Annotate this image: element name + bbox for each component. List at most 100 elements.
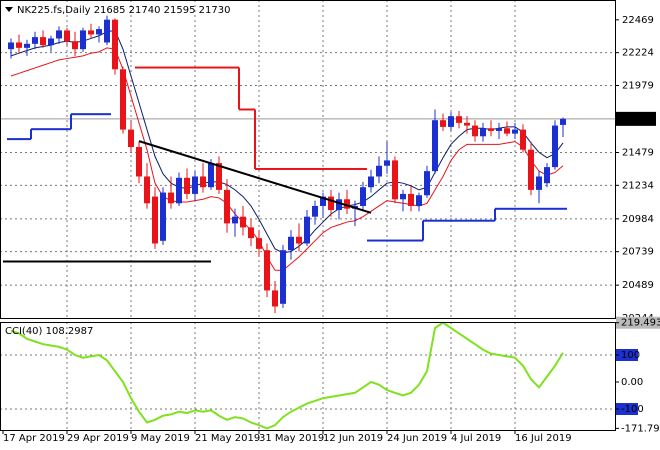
panel-border <box>0 322 616 431</box>
candle-body <box>336 199 342 210</box>
y-tick-label: 21730 <box>622 114 654 125</box>
x-tick-label: 12 Jun 2019 <box>323 433 383 444</box>
panel-border <box>0 0 616 319</box>
candle-body <box>472 125 478 137</box>
candle-body <box>152 196 158 244</box>
candle-body <box>280 250 286 304</box>
candle-body <box>176 177 182 204</box>
candle-body <box>64 30 70 42</box>
cci-line <box>10 321 564 430</box>
candle-body <box>144 176 150 204</box>
candle-body <box>544 167 550 184</box>
candle-body <box>56 30 62 39</box>
candle-body <box>432 120 438 172</box>
candle-body <box>440 120 446 127</box>
y-tick-label: 22469 <box>622 15 654 26</box>
candle-body <box>72 41 78 50</box>
candle-body <box>376 165 382 177</box>
candle-body <box>512 129 518 134</box>
y-tick-label: 21234 <box>622 180 654 191</box>
indicator-line <box>10 47 564 271</box>
y-tick-label: -171.7996 <box>621 423 660 434</box>
candle-body <box>552 125 558 168</box>
x-tick-label: 4 Jul 2019 <box>451 433 501 444</box>
candle-body <box>224 189 230 224</box>
candle-body <box>272 290 278 307</box>
indicator-line <box>10 29 564 254</box>
y-tick-label: 100 <box>621 350 640 361</box>
x-tick-label: 29 Apr 2019 <box>67 433 129 444</box>
current-price-box <box>616 111 656 126</box>
candle-body <box>536 176 542 190</box>
candle-body <box>184 177 190 194</box>
candle-body <box>256 238 262 249</box>
candle-body <box>168 192 174 204</box>
candle-body <box>128 129 134 148</box>
candle-body <box>24 43 30 48</box>
candle-body <box>560 118 566 125</box>
candle-body <box>368 176 374 188</box>
candle-body <box>80 30 86 50</box>
candle-body <box>16 42 22 48</box>
candle-body <box>88 30 94 35</box>
y-tick-label: 20489 <box>622 280 654 291</box>
x-tick-label: 9 May 2019 <box>131 433 190 444</box>
y-tick-label: -100 <box>621 404 644 415</box>
candle-body <box>136 147 142 177</box>
candle-body <box>488 128 494 131</box>
candle-body <box>360 187 366 206</box>
y-tick-label: 21979 <box>622 80 654 91</box>
y-tick-label: 20739 <box>622 247 654 258</box>
candle-body <box>328 196 334 210</box>
candle-body <box>320 196 326 206</box>
candle-body <box>456 116 462 123</box>
candle-body <box>424 171 430 196</box>
candle-body <box>528 149 534 190</box>
y-tick-label: 21479 <box>622 148 654 159</box>
candle-body <box>344 199 350 209</box>
candle-body <box>40 37 46 46</box>
x-tick-label: 24 Jun 2019 <box>387 433 447 444</box>
candle-body <box>8 42 14 50</box>
candle-body <box>416 195 422 206</box>
x-tick-label: 16 Jul 2019 <box>515 433 572 444</box>
candle-body <box>192 176 198 194</box>
candle-body <box>392 160 398 200</box>
candle-body <box>248 227 254 239</box>
candle-body <box>288 236 294 251</box>
candle-body <box>480 128 486 137</box>
candle-body <box>400 193 406 200</box>
value-box <box>616 316 660 329</box>
x-tick-label: 31 May 2019 <box>259 433 324 444</box>
candle-body <box>448 116 454 127</box>
candle-body <box>312 205 318 217</box>
candle-body <box>208 163 214 188</box>
candle-body <box>520 129 526 150</box>
y-tick-label: 0.00 <box>621 377 643 388</box>
x-tick-label: 17 Apr 2019 <box>3 433 65 444</box>
candle-body <box>48 38 54 46</box>
candle-body <box>112 19 118 70</box>
candle-body <box>264 250 270 291</box>
y-tick-label: 219.4936 <box>621 318 660 329</box>
indicator-title: CCI(40) 108.2987 <box>5 326 93 337</box>
candle-body <box>32 37 38 44</box>
candle-body <box>160 192 166 241</box>
menu-arrow <box>5 7 13 12</box>
x-tick-label: 21 May 2019 <box>195 433 260 444</box>
candle-body <box>464 122 470 126</box>
candle-body <box>496 128 502 131</box>
candle-body <box>240 216 246 228</box>
level-box <box>616 348 638 361</box>
y-tick-label: 22224 <box>622 48 654 59</box>
candle-body <box>296 236 302 244</box>
y-tick-label: 20984 <box>622 214 654 225</box>
candle-body <box>104 19 110 43</box>
chart-title: NK225.fs,Daily 21685 21740 21595 21730 <box>17 5 230 16</box>
candle-body <box>120 69 126 130</box>
candle-body <box>232 216 238 224</box>
candle-body <box>96 29 102 35</box>
candle-body <box>384 160 390 166</box>
